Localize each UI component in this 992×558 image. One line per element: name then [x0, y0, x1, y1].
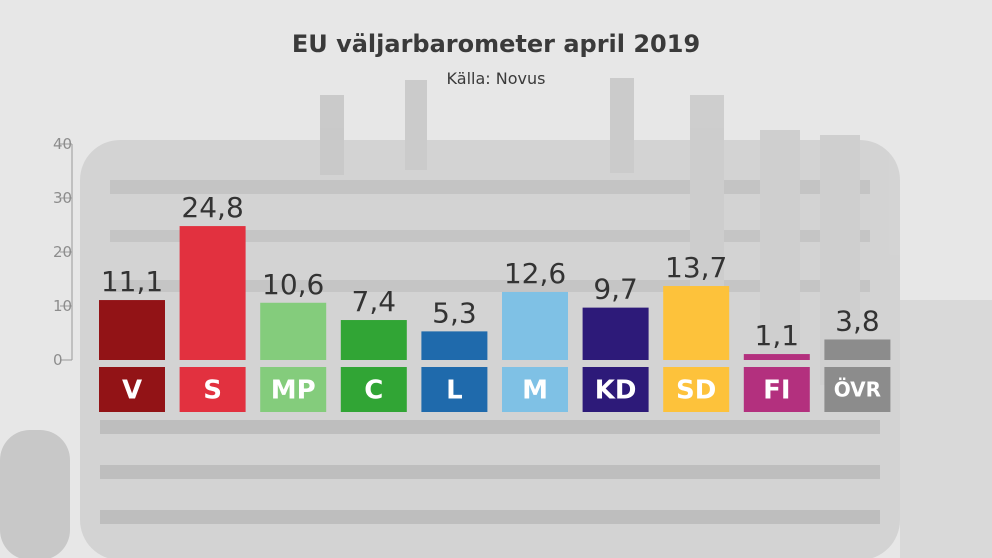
y-tick-label: 30 [53, 189, 72, 207]
x-tick-label: FI [763, 376, 790, 406]
data-label: 13,7 [665, 251, 727, 284]
x-tick-label: S [203, 376, 222, 406]
chart-subtitle: Källa: Novus [446, 69, 546, 88]
bars: 11,1 V 24,8 S 10,6 MP 7,4 C 5,3 L 12,6 M 9,7 KD 13,7 SD… [99, 191, 891, 412]
x-tick-label: SD [676, 376, 716, 406]
y-tick-label: 20 [53, 243, 72, 261]
category-label-box [340, 367, 407, 412]
category-label-box [502, 367, 568, 412]
x-tick-label: MP [271, 376, 316, 406]
category-label-box [179, 367, 246, 412]
x-tick-label: ÖVR [834, 378, 881, 402]
y-axis: 40 30 20 10 0 [53, 135, 73, 369]
category-label-box [743, 367, 810, 412]
x-tick-label: L [446, 376, 463, 406]
bar [421, 331, 488, 360]
x-tick-label: M [522, 376, 548, 406]
bar [99, 300, 165, 360]
data-label: 12,6 [504, 257, 566, 290]
bar [582, 307, 649, 360]
x-tick-label: V [122, 376, 142, 406]
x-tick-label: C [364, 376, 383, 406]
data-label: 7,4 [352, 285, 397, 318]
category-label-box [99, 367, 165, 412]
y-tick-label: 0 [53, 351, 63, 369]
data-label: 24,8 [181, 191, 243, 224]
y-tick-label: 10 [53, 297, 72, 315]
data-label: 9,7 [593, 273, 638, 306]
y-tick-label: 40 [53, 135, 72, 153]
data-label: 10,6 [262, 268, 324, 301]
bar [824, 339, 891, 360]
bar [743, 354, 810, 360]
data-label: 1,1 [755, 319, 800, 352]
category-label-box [421, 367, 488, 412]
bar [179, 226, 246, 360]
bar [663, 286, 730, 360]
category-label-box [824, 367, 891, 412]
category-label-box [582, 367, 649, 412]
bar [260, 302, 327, 360]
data-label: 11,1 [101, 265, 163, 298]
data-label: 5,3 [432, 296, 477, 329]
category-label-box [260, 367, 327, 412]
bar [502, 291, 568, 360]
chart-title: EU väljarbarometer april 2019 [291, 30, 701, 58]
x-tick-label: KD [595, 376, 637, 406]
category-label-box [663, 367, 730, 412]
bar [340, 320, 407, 360]
data-label: 3,8 [835, 304, 880, 337]
